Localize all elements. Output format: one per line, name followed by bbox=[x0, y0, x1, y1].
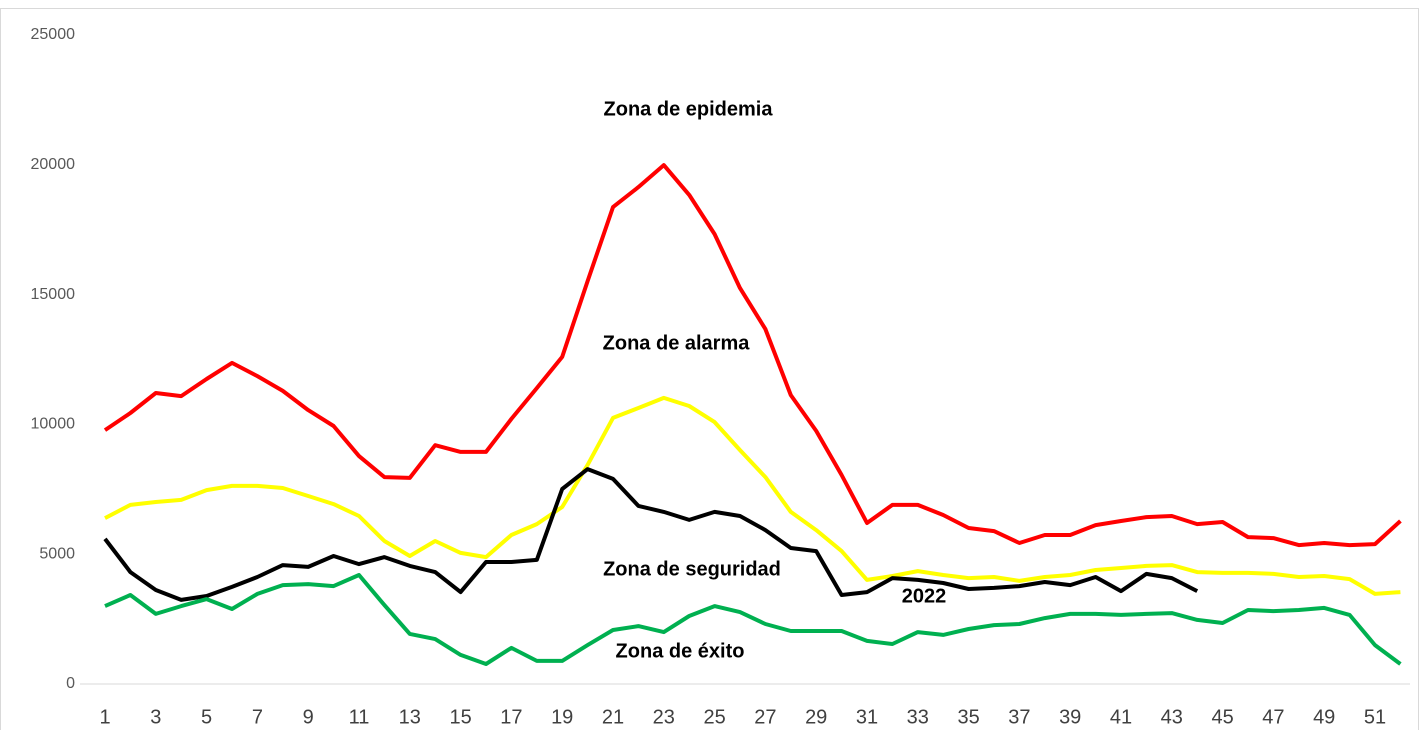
x-tick-label: 25 bbox=[703, 706, 725, 728]
annotation: Zona de epidemia bbox=[604, 98, 774, 120]
chart-frame bbox=[0, 8, 1419, 730]
x-tick-label: 1 bbox=[99, 706, 110, 728]
y-tick-label: 0 bbox=[66, 675, 75, 692]
x-tick-label: 7 bbox=[252, 706, 263, 728]
y-tick-label: 5000 bbox=[39, 545, 75, 562]
series-line bbox=[104, 395, 1401, 596]
x-tick-label: 41 bbox=[1110, 706, 1132, 728]
x-tick-label: 39 bbox=[1059, 706, 1081, 728]
x-tick-label: 43 bbox=[1161, 706, 1183, 728]
annotation: Zona de seguridad bbox=[603, 558, 781, 580]
x-tick-label: 21 bbox=[602, 706, 624, 728]
series-line bbox=[103, 163, 1402, 548]
x-tick-label: 33 bbox=[907, 706, 929, 728]
x-tick-label: 27 bbox=[754, 706, 776, 728]
x-tick-label: 51 bbox=[1364, 706, 1386, 728]
y-tick-label: 15000 bbox=[31, 286, 76, 303]
x-tick-label: 9 bbox=[303, 706, 314, 728]
x-tick-label: 11 bbox=[349, 706, 370, 728]
x-tick-label: 49 bbox=[1313, 706, 1335, 728]
x-tick-label: 31 bbox=[856, 706, 878, 728]
x-tick-label: 13 bbox=[399, 706, 421, 728]
x-tick-label: 19 bbox=[551, 706, 573, 728]
series-line bbox=[104, 573, 1402, 666]
x-tick-label: 37 bbox=[1008, 706, 1030, 728]
x-tick-label: 45 bbox=[1211, 706, 1233, 728]
y-tick-label: 10000 bbox=[31, 416, 76, 433]
annotation: 2022 bbox=[902, 585, 947, 607]
x-tick-label: 17 bbox=[500, 706, 522, 728]
x-tick-label: 47 bbox=[1262, 706, 1284, 728]
x-tick-label: 3 bbox=[150, 706, 161, 728]
x-tick-label: 5 bbox=[201, 706, 212, 728]
series-line bbox=[103, 467, 1199, 602]
x-tick-label: 29 bbox=[805, 706, 827, 728]
x-tick-label: 23 bbox=[653, 706, 675, 728]
x-tick-label: 15 bbox=[449, 706, 471, 728]
annotation: Zona de alarma bbox=[603, 332, 751, 354]
y-tick-label: 20000 bbox=[31, 156, 76, 173]
annotation: Zona de éxito bbox=[616, 640, 745, 662]
y-tick-label: 25000 bbox=[31, 26, 76, 43]
x-tick-label: 35 bbox=[957, 706, 979, 728]
